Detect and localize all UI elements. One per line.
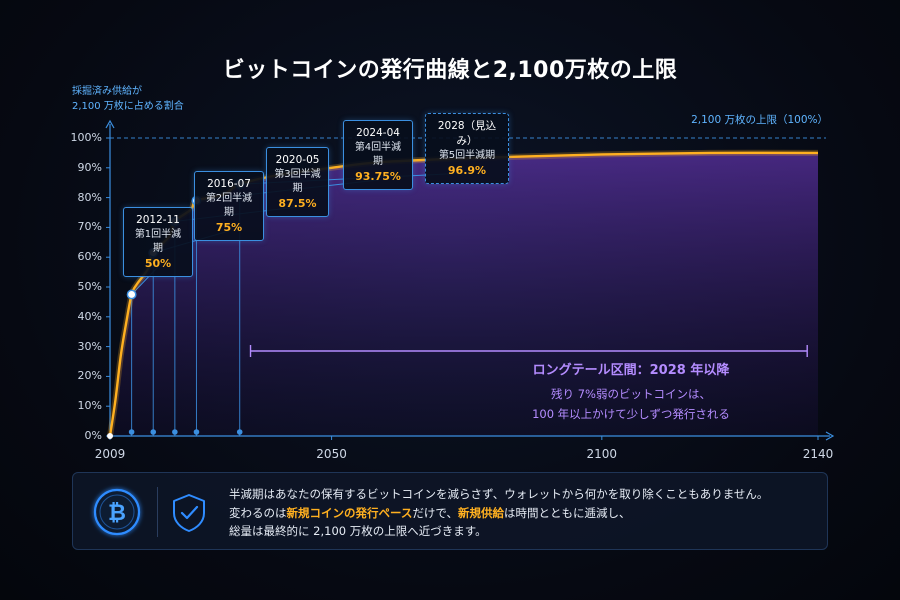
longtail-desc-line1: 残り 7%弱のビットコインは、 bbox=[551, 387, 711, 401]
origin-point bbox=[107, 433, 113, 439]
callout-date: 2016-07 bbox=[207, 178, 251, 190]
y-tick-label: 100% bbox=[70, 131, 102, 144]
info-line2-c: だけで、 bbox=[412, 505, 458, 520]
callout-percent: 87.5% bbox=[278, 197, 317, 210]
longtail-desc-line2: 100 年以上かけて少しずつ発行される bbox=[532, 407, 730, 421]
y-tick-label: 40% bbox=[77, 309, 102, 323]
callout-date: 2024-04 bbox=[356, 127, 400, 139]
callout-percent: 93.75% bbox=[355, 170, 401, 183]
callout-date: 2012-11 bbox=[136, 214, 180, 226]
halving-base-dot bbox=[172, 429, 178, 435]
supply-area bbox=[110, 152, 818, 437]
halving-base-dot bbox=[193, 429, 200, 435]
callout-percent: 50% bbox=[144, 257, 172, 270]
halving-base-dot bbox=[128, 429, 135, 435]
callout-date: 2028（見込み） bbox=[437, 120, 497, 147]
callout-date: 2020-05 bbox=[275, 154, 320, 166]
x-tick-label: 2140 bbox=[802, 447, 834, 461]
info-line2: 変わるのは新規コインの発行ペースだけで、新規供給は時間とともに逓減し、 bbox=[229, 504, 819, 523]
info-text: 半減期はあなたの保有するビットコインを減らさず、ウォレットから何かを取り除くこと… bbox=[229, 485, 819, 541]
longtail-layer bbox=[249, 345, 808, 357]
callout-event: 第1回半減期 bbox=[134, 229, 182, 254]
info-highlight-issuance-pace: 新規コインの発行ペース bbox=[286, 505, 413, 520]
y-tick-label: 80% bbox=[77, 190, 102, 204]
info-line1: 半減期はあなたの保有するビットコインを減らさず、ウォレットから何かを取り除くこと… bbox=[229, 487, 769, 501]
y-tick-label: 30% bbox=[77, 339, 102, 353]
y-tick-label: 50% bbox=[77, 280, 102, 293]
x-tick-label: 2050 bbox=[316, 447, 347, 461]
y-axis-label-line1: 採掘済み供給が bbox=[72, 86, 142, 97]
y-tick-label: 0% bbox=[84, 429, 102, 442]
info-divider bbox=[157, 487, 158, 537]
callout-event: 第5回半減期 bbox=[438, 150, 496, 161]
halving-callout: 2024-04 第4回半減期 93.75% bbox=[343, 120, 413, 190]
y-tick-label: 10% bbox=[77, 399, 102, 413]
info-panel: ₿ 半減期はあなたの保有するビットコインを減らさず、ウォレットから何かを取り除く… bbox=[72, 472, 828, 550]
halving-callout: 2012-11 第1回半減期 50% bbox=[123, 207, 193, 277]
info-line2-a: 変わるのは bbox=[229, 505, 287, 520]
info-icons: ₿ bbox=[93, 488, 205, 536]
longtail-title: ロングテール区間：2028 年以降 bbox=[532, 363, 730, 378]
halving-callout: 2016-07 第2回半減期 75% bbox=[194, 171, 264, 241]
info-line2-e: は時間とともに逓減し、 bbox=[503, 505, 631, 520]
callout-percent: 75% bbox=[215, 221, 243, 234]
callout-event: 第2回半減期 bbox=[205, 193, 253, 218]
callout-event: 第4回半減期 bbox=[354, 142, 402, 167]
info-line3: 総量は最終的に 2,100 万枚の上限へ近づきます。 bbox=[229, 524, 487, 538]
svg-text:₿: ₿ bbox=[108, 501, 126, 526]
x-axis-arrow bbox=[825, 431, 835, 441]
y-axis-label: 採掘済み供給が 2,100 万枚に占める割合 bbox=[72, 84, 184, 114]
y-axis-arrow bbox=[105, 119, 115, 129]
chart-title: ビットコインの発行曲線と2,100万枚の上限 bbox=[222, 58, 678, 83]
x-tick-label: 2100 bbox=[586, 447, 618, 461]
callout-percent: 96.9% bbox=[447, 164, 487, 177]
halving-base-dot bbox=[236, 429, 243, 435]
y-tick-label: 70% bbox=[77, 220, 102, 234]
halving-callout: 2020-05 第3回半減期 87.5% bbox=[266, 147, 329, 217]
y-axis-label-line2: 2,100 万枚に占める割合 bbox=[72, 101, 184, 112]
y-tick-label: 20% bbox=[77, 369, 102, 383]
info-highlight-new-supply: 新規供給 bbox=[457, 505, 504, 520]
halving-point bbox=[126, 289, 137, 300]
callout-event: 第3回半減期 bbox=[274, 169, 321, 194]
longtail-description: 残り 7%弱のビットコインは、 100 年以上かけて少しずつ発行される bbox=[452, 384, 810, 424]
halving-callout: 2028（見込み） 第5回半減期 96.9% bbox=[425, 113, 509, 184]
bitcoin-icon: ₿ bbox=[93, 488, 141, 536]
area-layer bbox=[110, 152, 818, 437]
halving-base-dot bbox=[150, 429, 157, 435]
y-tick-label: 90% bbox=[77, 160, 102, 174]
cap-label: 2,100 万枚の上限（100%） bbox=[691, 114, 828, 126]
y-tick-label: 60% bbox=[77, 250, 102, 264]
x-tick-label: 2009 bbox=[94, 447, 126, 461]
shield-check-icon bbox=[173, 494, 205, 532]
